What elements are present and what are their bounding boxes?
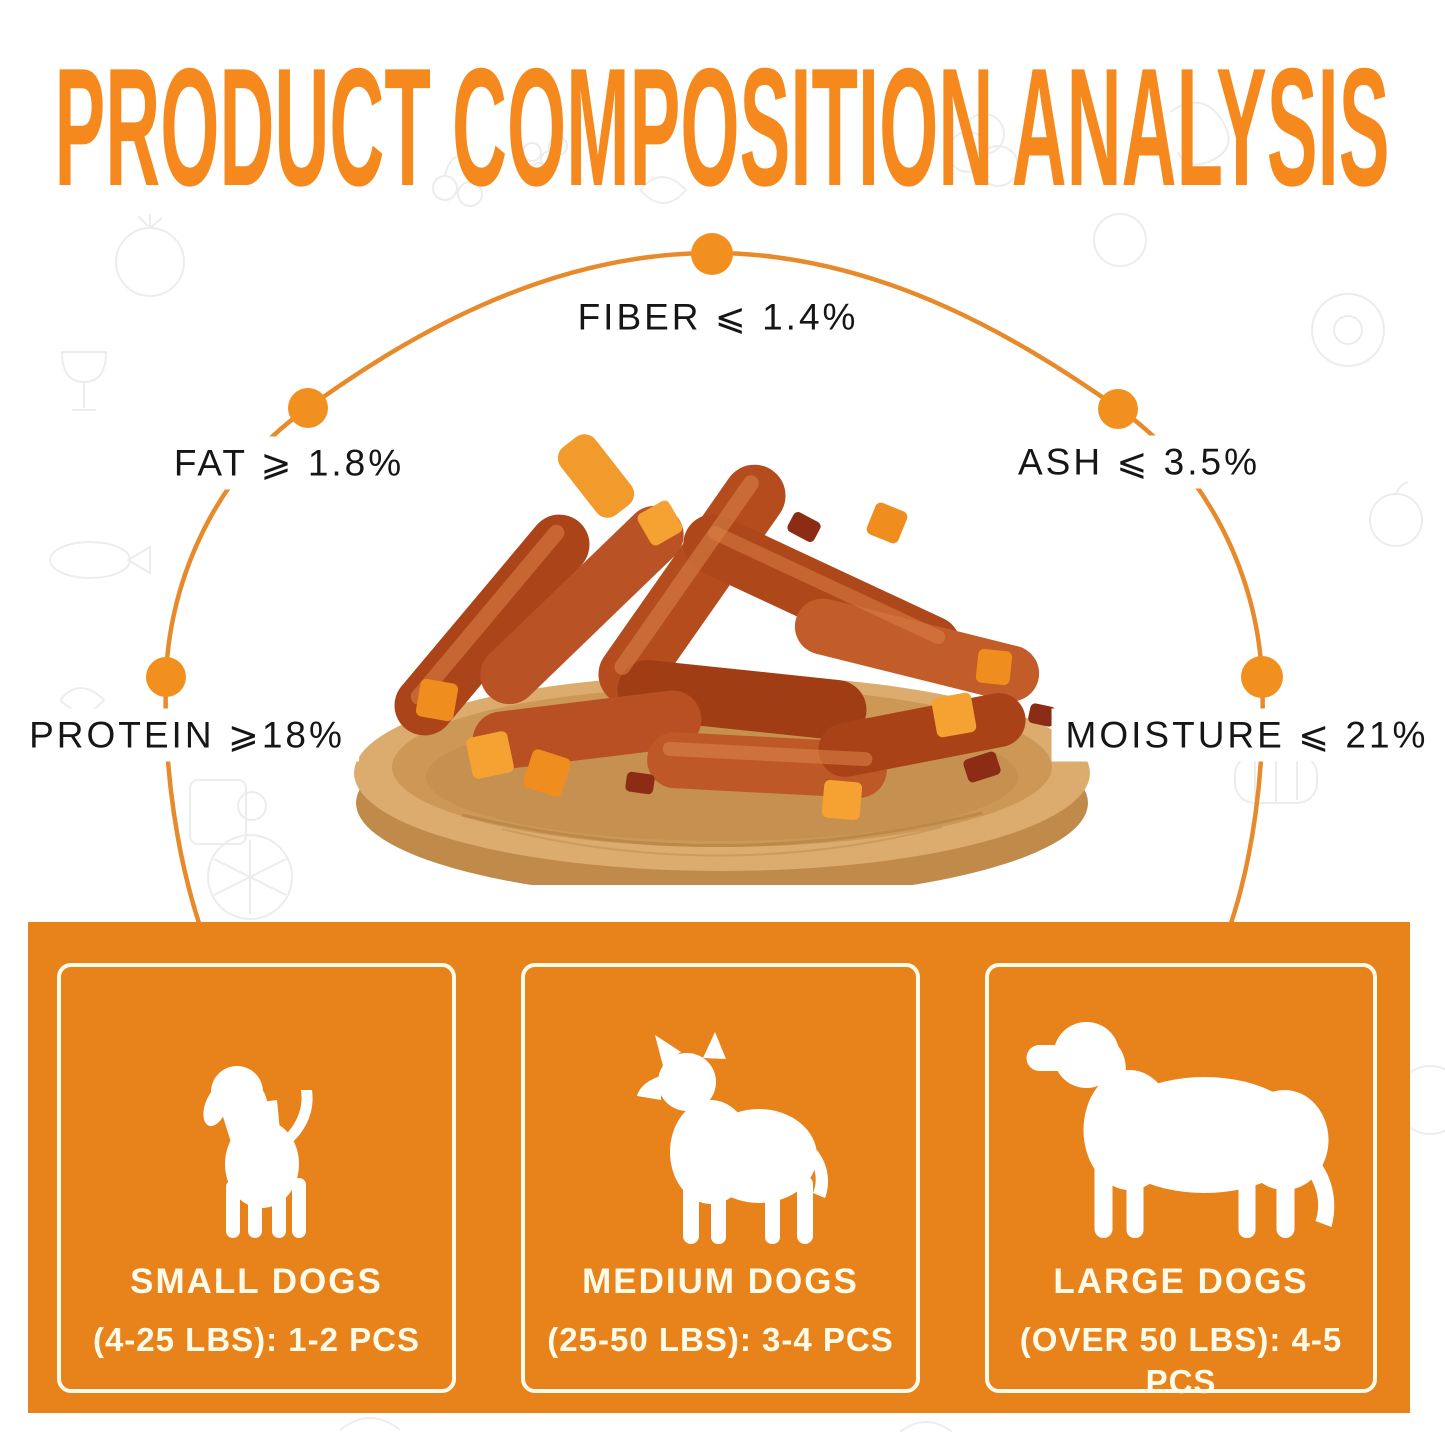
apple-doodle-icon: [1369, 481, 1423, 547]
medium-dog-icon: [636, 1032, 828, 1244]
grapes-doodle-icon: [522, 136, 568, 182]
size-label: MEDIUM DOGS: [582, 1262, 859, 1301]
donut-doodle-icon: [1311, 293, 1385, 367]
fiber-dot: [691, 233, 733, 275]
cranberry-bits: [625, 512, 1056, 795]
medium-dogs-box: MEDIUM DOGS (25-50 LBS): 3-4 PCS: [521, 963, 920, 1393]
fat-dot: [288, 388, 328, 428]
protein-label: PROTEIN ⩾18%: [15, 708, 359, 762]
moisture-label: MOISTURE ⩽ 21%: [1051, 708, 1443, 762]
fish-doodle-icon: [49, 541, 151, 579]
small-dogs-text: SMALL DOGS (4-25 LBS): 1-2 PCS: [61, 1261, 452, 1361]
serving-label: (25-50 LBS): 3-4 PCS: [547, 1321, 894, 1358]
feeding-guide-panel: SMALL DOGS (4-25 LBS): 1-2 PCS: [28, 922, 1410, 1413]
product-photo: [354, 434, 1090, 885]
title-banner: PRODUCT COMPOSITION ANALYSIS: [55, 33, 1390, 221]
mug-doodle-icon: [189, 779, 267, 845]
glass-doodle-icon: [60, 351, 108, 411]
size-label: SMALL DOGS: [130, 1262, 383, 1301]
moisture-dot: [1241, 656, 1283, 698]
ash-label: ASH ⩽ 3.5%: [1004, 435, 1274, 489]
citrus-spokes-icon: [213, 840, 287, 914]
shrimp-doodle-icon: [1169, 101, 1230, 166]
size-label: LARGE DOGS: [1053, 1262, 1309, 1301]
large-dogs-text: LARGE DOGS (OVER 50 LBS): 4-5 PCS: [989, 1261, 1373, 1403]
medium-dogs-text: MEDIUM DOGS (25-50 LBS): 3-4 PCS: [525, 1261, 916, 1361]
large-dogs-box: LARGE DOGS (OVER 50 LBS): 4-5 PCS: [985, 963, 1377, 1400]
curve-doodle-icon: [899, 1421, 953, 1433]
serving-label: (4-25 LBS): 1-2 PCS: [92, 1321, 421, 1358]
large-dog-icon: [1026, 1022, 1335, 1238]
page-title: PRODUCT COMPOSITION ANALYSIS: [55, 33, 1390, 221]
cherries-doodle-icon: [432, 156, 483, 207]
small-dogs-box: SMALL DOGS (4-25 LBS): 1-2 PCS: [57, 963, 456, 1393]
small-dog-icon: [202, 1066, 313, 1238]
protein-dot: [146, 657, 186, 697]
cookie-doodle-icon: [1093, 213, 1147, 267]
tomato-doodle-icon: [115, 214, 185, 297]
sweet-potato-chunks: [415, 500, 1013, 821]
pretzel-doodle-icon: [947, 113, 1019, 187]
ash-dot: [1098, 389, 1138, 429]
fat-label: FAT ⩾ 1.8%: [159, 436, 419, 490]
citrus-doodle-icon: [207, 834, 293, 920]
curve-doodle-icon: [339, 1417, 401, 1431]
leaf-doodle-icon: [639, 176, 688, 204]
serving-label: (OVER 50 LBS): 4-5 PCS: [1019, 1321, 1343, 1400]
fiber-label: FIBER ⩽ 1.4%: [563, 290, 873, 344]
